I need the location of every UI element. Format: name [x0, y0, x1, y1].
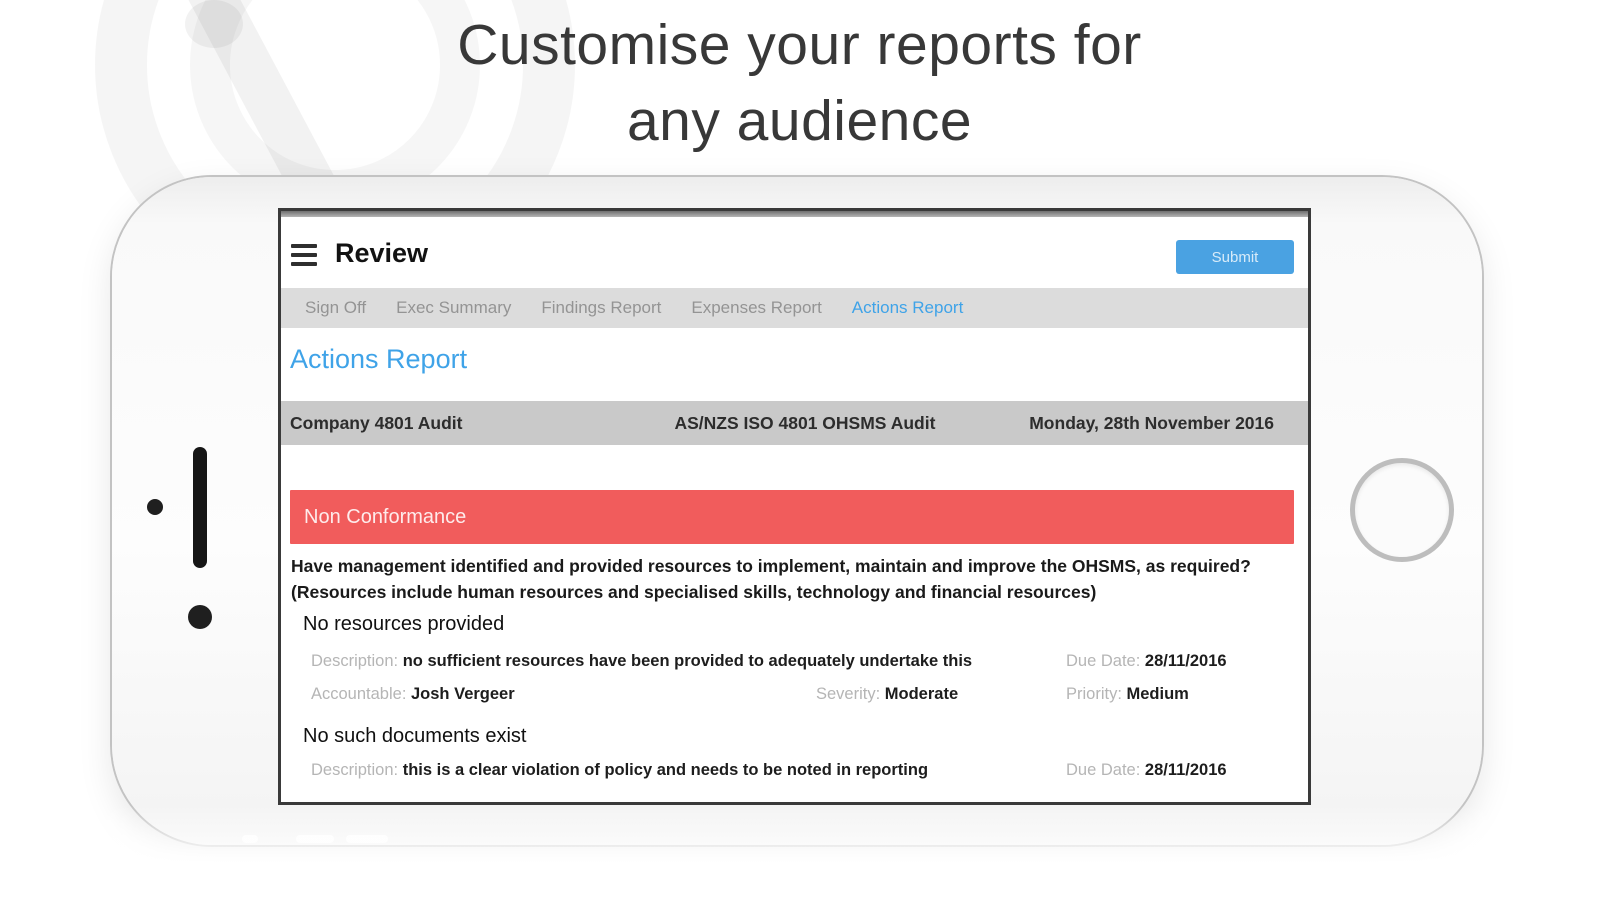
tab-actions-report[interactable]: Actions Report [851, 298, 964, 317]
bezel-reflection [346, 835, 388, 843]
report-title: Actions Report [290, 344, 468, 374]
bezel-reflection [296, 835, 334, 843]
front-camera-dot [147, 499, 163, 515]
page-title: Review [335, 238, 429, 268]
headline-line-1: Customise your reports for [457, 13, 1142, 77]
hamburger-menu-icon[interactable] [291, 244, 317, 266]
finding-accountable: Accountable: Josh Vergeer [311, 685, 515, 704]
severity-value: Moderate [884, 685, 959, 703]
audit-company: Company 4801 Audit [290, 413, 463, 433]
finding-severity: Severity: Moderate [816, 685, 958, 704]
audit-date: Monday, 28th November 2016 [1029, 413, 1274, 433]
audit-info-bar: Company 4801 Audit AS/NZS ISO 4801 OHSMS… [281, 401, 1308, 445]
finding-description: Description: this is a clear violation o… [311, 761, 928, 780]
priority-label: Priority: [1066, 685, 1122, 703]
description-label: Description: [311, 652, 399, 670]
bezel-reflection [242, 835, 258, 843]
due-date-value: 28/11/2016 [1144, 761, 1227, 779]
headline: Customise your reports for any audience [0, 8, 1599, 160]
due-date-label: Due Date: [1066, 652, 1141, 670]
finding-priority: Priority: Medium [1066, 685, 1189, 704]
finding-title: No resources provided [303, 613, 505, 635]
earpiece-speaker [193, 447, 207, 568]
description-label: Description: [311, 761, 399, 779]
tab-sign-off[interactable]: Sign Off [305, 298, 367, 317]
home-button[interactable] [1350, 458, 1454, 562]
app-screen: Review Submit Sign Off Exec Summary Find… [278, 208, 1311, 805]
finding-due-date: Due Date: 28/11/2016 [1066, 761, 1227, 780]
finding-due-date: Due Date: 28/11/2016 [1066, 652, 1227, 671]
tab-findings-report[interactable]: Findings Report [541, 298, 662, 317]
priority-value: Medium [1126, 685, 1189, 703]
headline-line-2: any audience [626, 88, 973, 153]
accountable-value: Josh Vergeer [411, 685, 515, 703]
accountable-label: Accountable: [311, 685, 407, 703]
sensor-dot [188, 605, 212, 629]
report-tabs: Sign Off Exec Summary Findings Report Ex… [281, 288, 1308, 328]
description-value: this is a clear violation of policy and … [402, 761, 929, 779]
due-date-label: Due Date: [1066, 761, 1141, 779]
severity-label: Severity: [816, 685, 881, 703]
submit-button[interactable]: Submit [1176, 240, 1294, 274]
screen-top-shadow [281, 211, 1308, 217]
tab-expenses-report[interactable]: Expenses Report [691, 298, 822, 317]
audit-type: AS/NZS ISO 4801 OHSMS Audit [674, 413, 936, 433]
tab-exec-summary[interactable]: Exec Summary [396, 298, 512, 317]
audit-question: Have management identified and provided … [291, 556, 1251, 602]
non-conformance-banner: Non Conformance [290, 490, 1294, 544]
description-value: no sufficient resources have been provid… [402, 652, 973, 670]
due-date-value: 28/11/2016 [1144, 652, 1227, 670]
finding-description: Description: no sufficient resources hav… [311, 652, 972, 671]
finding-title: No such documents exist [303, 725, 527, 747]
